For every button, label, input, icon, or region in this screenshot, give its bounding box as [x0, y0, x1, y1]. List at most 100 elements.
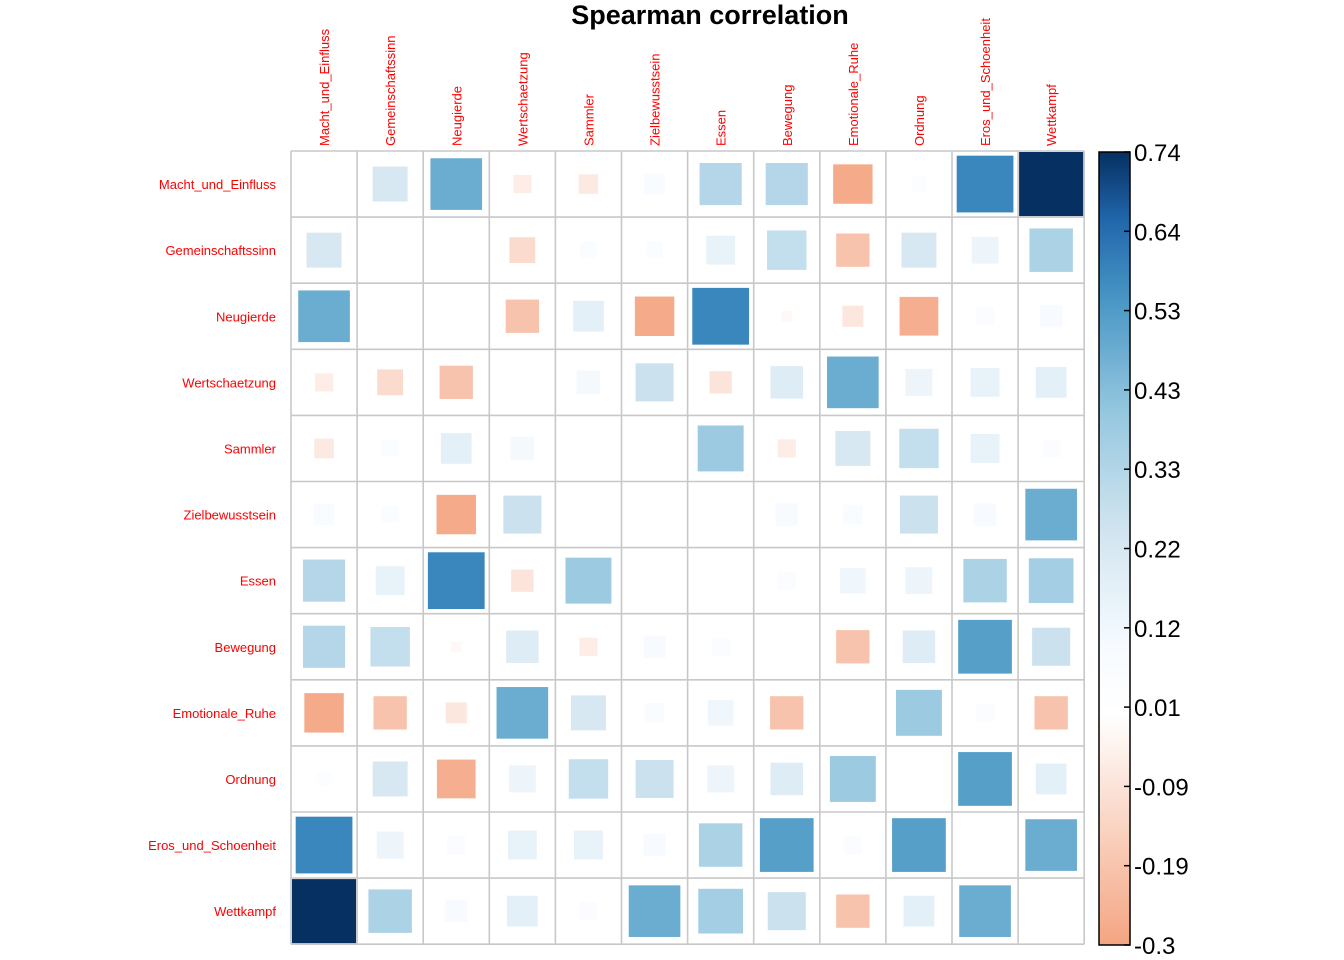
column-label-Bewegung: Bewegung: [780, 85, 795, 146]
corr-cell-Wettkampf-Zielbewusstsein: [628, 885, 681, 937]
corr-cell-Macht_und_Einfluss-Eros_und_Schoenheit: [956, 155, 1014, 213]
corr-cell-Neugierde-Bewegung: [781, 310, 793, 322]
corr-cell-Emotionale_Ruhe-Ordnung: [895, 689, 942, 736]
row-label-Zielbewusstsein: Zielbewusstsein: [184, 508, 277, 523]
corr-cell-Gemeinschaftssinn-Macht_und_Einfluss: [306, 232, 342, 268]
corr-cell-Macht_und_Einfluss-Wertschaetzung: [513, 174, 532, 194]
corr-cell-Eros_und_Schoenheit-Sammler: [574, 830, 603, 860]
corr-cell-Ordnung-Bewegung: [770, 762, 803, 796]
corr-cell-Eros_und_Schoenheit-Ordnung: [892, 818, 946, 872]
color-legend: 0.74 0.64 0.53 0.43 0.33 0.22 0.12 0.01 -0.09 -0.…: [1098, 140, 1189, 960]
row-label-Gemeinschaftssinn: Gemeinschaftssinn: [165, 243, 276, 258]
corr-cell-Essen-Wettkampf: [1028, 558, 1074, 604]
corr-cell-Wertschaetzung-Macht_und_Einfluss: [314, 373, 334, 392]
corr-cell-Essen-Emotionale_Ruhe: [839, 567, 866, 594]
corr-cell-Eros_und_Schoenheit-Neugierde: [447, 835, 466, 855]
column-label-Emotionale_Ruhe: Emotionale_Ruhe: [846, 43, 861, 146]
legend-tick-label: -0.3: [1134, 933, 1175, 960]
corr-cell-Gemeinschaftssinn-Eros_und_Schoenheit: [971, 236, 999, 264]
corr-cell-Wettkampf-Emotionale_Ruhe: [836, 894, 870, 928]
row-label-Wettkampf: Wettkampf: [214, 904, 276, 919]
corr-cell-Macht_und_Einfluss-Essen: [699, 162, 742, 206]
corr-cell-Essen-Eros_und_Schoenheit: [963, 558, 1007, 603]
corr-cell-Essen-Zielbewusstsein: [650, 576, 659, 585]
corr-cell-Bewegung-Wettkampf: [1032, 627, 1071, 666]
corr-cell-Macht_und_Einfluss-Neugierde: [430, 158, 483, 210]
corr-cell-Sammler-Wettkampf: [1042, 439, 1061, 458]
corr-cell-Wertschaetzung-Wettkampf: [1035, 366, 1067, 398]
legend-tick-label: 0.01: [1134, 695, 1181, 722]
corr-cell-Zielbewusstsein-Sammler: [587, 513, 590, 516]
column-label-Macht_und_Einfluss: Macht_und_Einfluss: [317, 28, 332, 146]
corr-cell-Emotionale_Ruhe-Eros_und_Schoenheit: [975, 703, 995, 722]
corr-cell-Ordnung-Sammler: [568, 759, 609, 799]
corr-cell-Emotionale_Ruhe-Neugierde: [445, 702, 467, 724]
corr-cell-Zielbewusstsein-Essen: [716, 510, 725, 519]
corr-cell-Macht_und_Einfluss-Wettkampf: [1019, 152, 1084, 217]
legend-tick-label: -0.09: [1134, 774, 1189, 801]
corr-cell-Macht_und_Einfluss-Ordnung: [911, 176, 927, 192]
corr-cell-Gemeinschaftssinn-Essen: [706, 235, 736, 265]
corr-cell-Zielbewusstsein-Wettkampf: [1025, 488, 1077, 541]
legend-tick-label: 0.43: [1134, 378, 1181, 405]
corr-cell-Emotionale_Ruhe-Zielbewusstsein: [644, 702, 665, 723]
corr-cell-Wertschaetzung-Essen: [709, 371, 732, 394]
corr-cell-Eros_und_Schoenheit-Zielbewusstsein: [643, 833, 666, 857]
corr-cell-Wettkampf-Eros_und_Schoenheit: [959, 885, 1011, 937]
corr-cell-Wertschaetzung-Emotionale_Ruhe: [827, 356, 879, 409]
corr-cell-Wettkampf-Ordnung: [903, 895, 935, 927]
corr-cell-Essen-Wertschaetzung: [511, 569, 534, 592]
corr-cell-Bewegung-Sammler: [579, 637, 598, 656]
corr-cell-Gemeinschaftssinn-Zielbewusstsein: [646, 241, 663, 259]
column-label-Essen: Essen: [714, 110, 729, 146]
row-label-Wertschaetzung: Wertschaetzung: [182, 375, 276, 390]
corr-cell-Bewegung-Macht_und_Einfluss: [302, 625, 346, 668]
corr-cell-Eros_und_Schoenheit-Macht_und_Einfluss: [295, 816, 353, 874]
row-label-Eros_und_Schoenheit: Eros_und_Schoenheit: [148, 838, 276, 853]
corr-cell-Macht_und_Einfluss-Sammler: [578, 174, 599, 194]
corr-cell-Emotionale_Ruhe-Wertschaetzung: [496, 687, 549, 739]
corr-cell-Zielbewusstsein-Bewegung: [775, 503, 798, 526]
column-label-Neugierde: Neugierde: [449, 86, 464, 146]
corr-cell-Gemeinschaftssinn-Emotionale_Ruhe: [836, 233, 870, 267]
row-label-Emotionale_Ruhe: Emotionale_Ruhe: [173, 706, 276, 721]
chart-title: Spearman correlation: [571, 0, 849, 30]
corr-cell-Essen-Bewegung: [777, 571, 796, 590]
corr-cell-Zielbewusstsein-Eros_und_Schoenheit: [973, 503, 997, 526]
row-labels: Macht_und_Einfluss Gemeinschaftssinn Neugi…: [148, 177, 277, 919]
corr-cell-Zielbewusstsein-Gemeinschaftssinn: [381, 506, 399, 523]
corr-cell-Emotionale_Ruhe-Wettkampf: [1034, 696, 1068, 730]
corr-cell-Ordnung-Emotionale_Ruhe: [829, 755, 876, 802]
corr-cell-Wettkampf-Wertschaetzung: [506, 895, 538, 927]
corr-cell-Ordnung-Essen: [707, 765, 735, 793]
corr-cell-Bewegung-Ordnung: [902, 630, 936, 663]
row-label-Sammler: Sammler: [224, 441, 277, 456]
column-labels: Macht_und_Einfluss Gemeinschaftssinn Neugi…: [317, 18, 1059, 146]
column-label-Gemeinschaftssinn: Gemeinschaftssinn: [383, 35, 398, 146]
corr-cell-Gemeinschaftssinn-Wettkampf: [1029, 228, 1073, 272]
corr-cell-Sammler-Ordnung: [899, 428, 939, 469]
legend-tick-label: 0.74: [1134, 140, 1181, 167]
corr-cell-Ordnung-Wettkampf: [1035, 763, 1067, 795]
corr-cell-Essen-Neugierde: [427, 552, 485, 610]
corr-cell-Sammler-Essen: [697, 425, 744, 472]
corr-cell-Zielbewusstsein-Wertschaetzung: [503, 495, 542, 534]
corr-cell-Wertschaetzung-Bewegung: [770, 366, 803, 399]
corr-cell-Bewegung-Essen: [711, 637, 730, 656]
corr-cell-Neugierde-Emotionale_Ruhe: [842, 305, 864, 327]
corr-cell-Sammler-Macht_und_Einfluss: [314, 438, 334, 459]
row-label-Neugierde: Neugierde: [216, 309, 276, 324]
corr-cell-Neugierde-Macht_und_Einfluss: [298, 290, 350, 343]
corr-cell-Eros_und_Schoenheit-Wertschaetzung: [507, 830, 537, 860]
cells-layer: [292, 152, 1084, 944]
row-label-Ordnung: Ordnung: [225, 772, 276, 787]
corr-cell-Eros_und_Schoenheit-Bewegung: [759, 818, 814, 872]
legend-tick-label: 0.22: [1134, 537, 1181, 564]
corr-cell-Wertschaetzung-Sammler: [576, 370, 601, 395]
corr-cell-Eros_und_Schoenheit-Gemeinschaftssinn: [376, 831, 404, 859]
corr-cell-Bewegung-Emotionale_Ruhe: [836, 630, 870, 664]
legend-tick-label: -0.19: [1134, 854, 1189, 881]
corr-cell-Wertschaetzung-Neugierde: [439, 365, 473, 400]
corr-cell-Sammler-Eros_und_Schoenheit: [970, 434, 1000, 463]
column-label-Eros_und_Schoenheit: Eros_und_Schoenheit: [978, 18, 993, 146]
